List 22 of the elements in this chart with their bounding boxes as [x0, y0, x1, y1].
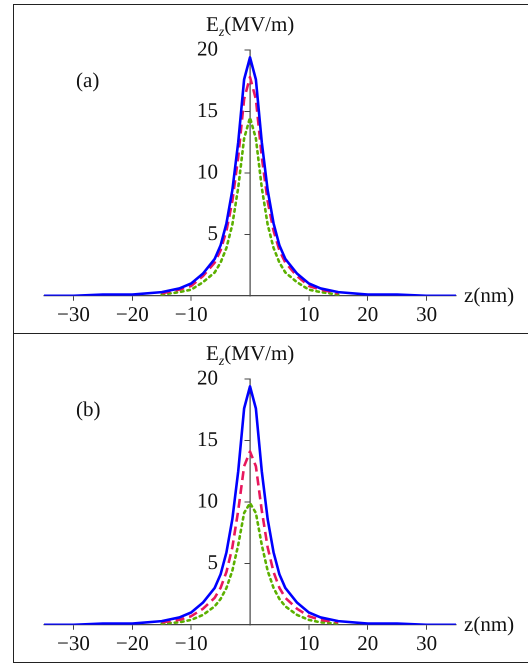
y-tick-label: 5: [208, 220, 218, 245]
y-tick-label: 10: [197, 488, 218, 512]
x-tick-label: −10: [174, 302, 208, 326]
x-tick-label: 30: [416, 302, 438, 326]
x-tick-label: −20: [116, 302, 149, 326]
x-tick-label: 20: [357, 630, 378, 655]
x-tick-label: −30: [57, 630, 90, 655]
y-tick-label: 10: [197, 159, 218, 184]
y-tick-label: 15: [197, 426, 218, 451]
x-axis-title: z(nm): [464, 612, 514, 636]
x-tick-label: −20: [116, 630, 149, 655]
y-tick-label: 15: [197, 98, 218, 122]
x-tick-label: 20: [357, 302, 378, 326]
x-tick-label: −30: [57, 302, 90, 326]
x-tick-label: 10: [298, 302, 320, 326]
annotation: (a): [76, 68, 100, 92]
annotation: (b): [76, 397, 100, 421]
x-tick-label: −10: [174, 630, 208, 655]
y-tick-label: 5: [208, 550, 218, 574]
x-tick-label: 10: [298, 630, 320, 655]
x-tick-label: 30: [416, 630, 438, 655]
x-axis-title: z(nm): [464, 283, 514, 308]
